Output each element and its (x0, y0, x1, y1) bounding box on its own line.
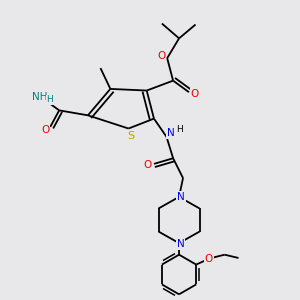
Text: O: O (157, 50, 165, 61)
Text: N: N (167, 128, 174, 139)
Text: O: O (143, 160, 152, 170)
Text: O: O (191, 89, 199, 99)
Text: O: O (41, 125, 50, 135)
Text: H: H (176, 125, 183, 134)
Text: S: S (127, 131, 134, 141)
Text: N: N (176, 239, 184, 249)
Text: NH: NH (32, 92, 47, 102)
Text: H: H (46, 95, 53, 104)
Text: O: O (205, 254, 213, 264)
Text: N: N (177, 192, 185, 202)
